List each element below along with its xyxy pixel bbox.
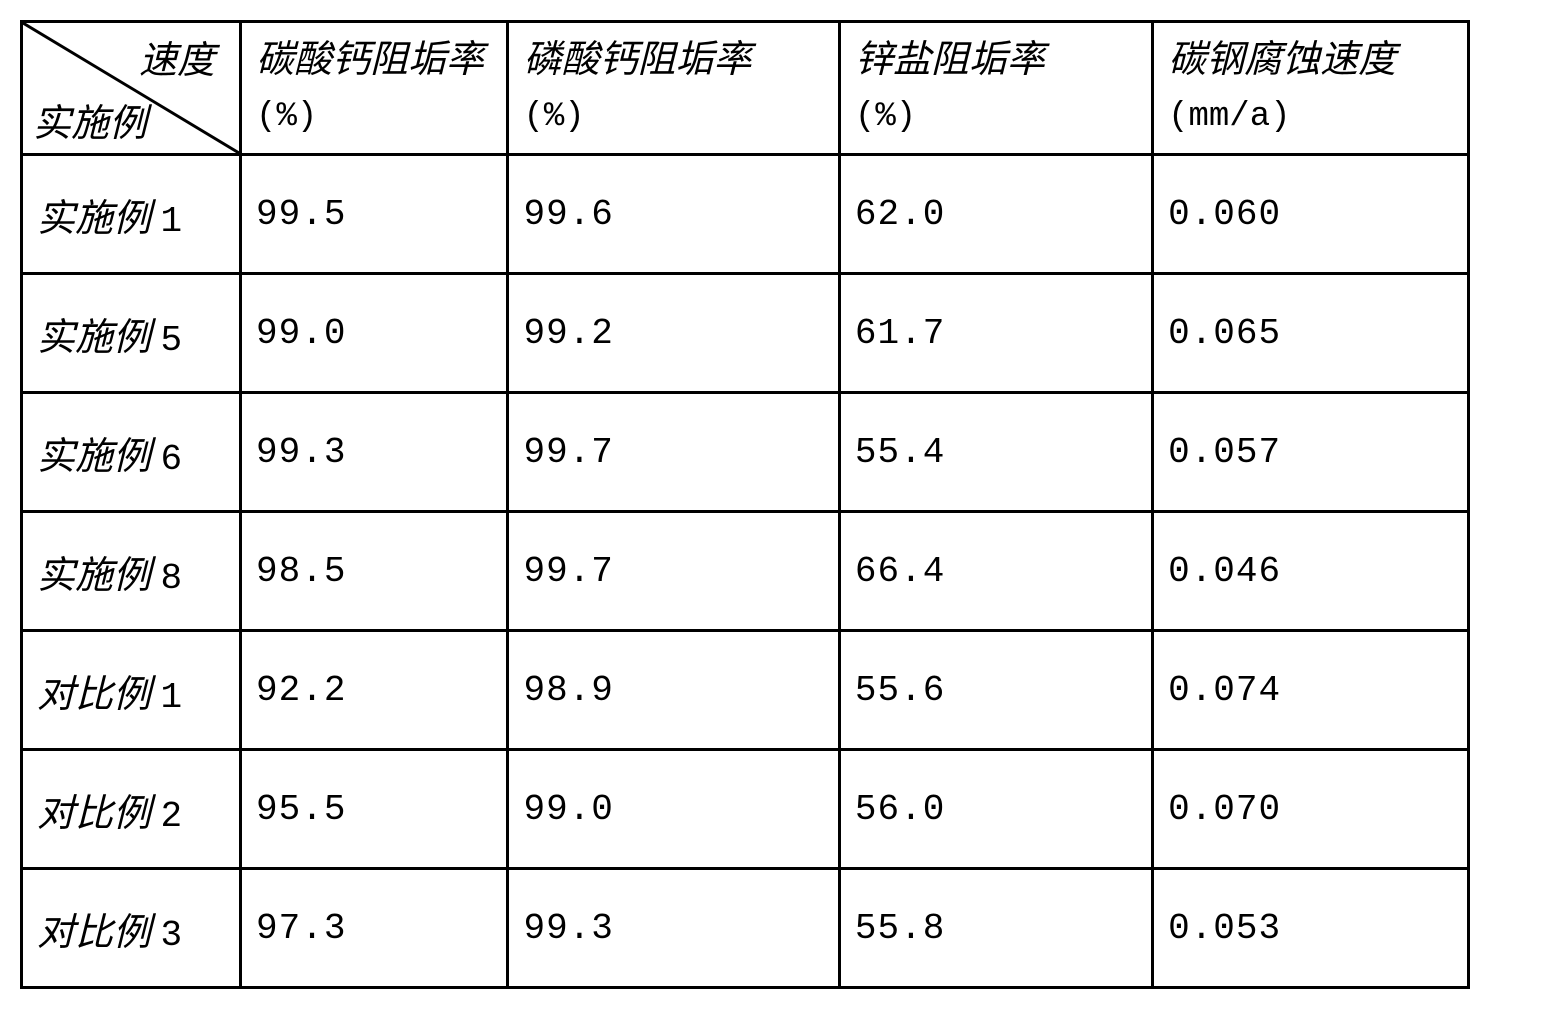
table-row: 实施例 8 98.5 99.7 66.4 0.046 — [22, 512, 1469, 631]
data-cell: 95.5 — [241, 750, 508, 869]
data-cell: 0.057 — [1153, 393, 1469, 512]
row-label-cell: 对比例 2 — [22, 750, 241, 869]
row-label-cn: 实施例 — [37, 198, 151, 240]
column-header: 碳钢腐蚀速度 (mm/a) — [1153, 22, 1469, 155]
row-label-cn: 对比例 — [37, 793, 151, 835]
data-cell: 92.2 — [241, 631, 508, 750]
data-cell: 99.0 — [508, 750, 839, 869]
row-label-cn: 对比例 — [37, 674, 151, 716]
data-cell: 0.060 — [1153, 155, 1469, 274]
row-label-num: 3 — [161, 915, 184, 956]
row-label-cell: 实施例 1 — [22, 155, 241, 274]
row-label-cell: 实施例 5 — [22, 274, 241, 393]
data-cell: 99.2 — [508, 274, 839, 393]
column-header: 碳酸钙阻垢率 (%) — [241, 22, 508, 155]
row-label-cell: 对比例 1 — [22, 631, 241, 750]
column-header-text: 碳酸钙阻垢率 — [256, 39, 484, 81]
table-row: 实施例 6 99.3 99.7 55.4 0.057 — [22, 393, 1469, 512]
data-cell: 0.046 — [1153, 512, 1469, 631]
row-label-num: 8 — [161, 558, 184, 599]
data-cell: 99.7 — [508, 512, 839, 631]
data-cell: 55.4 — [839, 393, 1152, 512]
data-cell: 0.074 — [1153, 631, 1469, 750]
header-top-label: 速度 — [139, 29, 215, 84]
row-label-num: 5 — [161, 320, 184, 361]
data-cell: 99.3 — [241, 393, 508, 512]
table-row: 对比例 3 97.3 99.3 55.8 0.053 — [22, 869, 1469, 988]
data-cell: 55.6 — [839, 631, 1152, 750]
data-cell: 0.070 — [1153, 750, 1469, 869]
row-label-cell: 对比例 3 — [22, 869, 241, 988]
table-row: 实施例 1 99.5 99.6 62.0 0.060 — [22, 155, 1469, 274]
data-cell: 99.3 — [508, 869, 839, 988]
data-cell: 0.053 — [1153, 869, 1469, 988]
data-table: 速度 实施例 碳酸钙阻垢率 (%) 磷酸钙阻垢率 (%) 锌盐阻垢率 (%) 碳… — [20, 20, 1470, 989]
header-row: 速度 实施例 碳酸钙阻垢率 (%) 磷酸钙阻垢率 (%) 锌盐阻垢率 (%) 碳… — [22, 22, 1469, 155]
column-header-text: 碳钢腐蚀速度 — [1168, 39, 1396, 81]
column-header: 磷酸钙阻垢率 (%) — [508, 22, 839, 155]
data-cell: 62.0 — [839, 155, 1152, 274]
data-cell: 99.7 — [508, 393, 839, 512]
column-header-unit: (%) — [256, 98, 317, 136]
data-cell: 99.0 — [241, 274, 508, 393]
data-cell: 99.5 — [241, 155, 508, 274]
row-label-cn: 实施例 — [37, 555, 151, 597]
row-label-num: 2 — [161, 796, 184, 837]
header-bottom-label: 实施例 — [33, 92, 147, 147]
row-label-cell: 实施例 8 — [22, 512, 241, 631]
column-header: 锌盐阻垢率 (%) — [839, 22, 1152, 155]
row-label-cn: 对比例 — [37, 912, 151, 954]
column-header-text: 锌盐阻垢率 — [855, 39, 1045, 81]
table-row: 对比例 1 92.2 98.9 55.6 0.074 — [22, 631, 1469, 750]
column-header-unit: (%) — [523, 98, 584, 136]
data-cell: 0.065 — [1153, 274, 1469, 393]
column-header-unit: (%) — [855, 98, 916, 136]
row-label-num: 1 — [161, 201, 184, 242]
data-cell: 56.0 — [839, 750, 1152, 869]
row-label-cn: 实施例 — [37, 317, 151, 359]
table-row: 对比例 2 95.5 99.0 56.0 0.070 — [22, 750, 1469, 869]
column-header-unit: (mm/a) — [1168, 98, 1290, 136]
table-row: 实施例 5 99.0 99.2 61.7 0.065 — [22, 274, 1469, 393]
data-cell: 99.6 — [508, 155, 839, 274]
data-cell: 61.7 — [839, 274, 1152, 393]
diagonal-header-cell: 速度 实施例 — [22, 22, 241, 155]
row-label-num: 6 — [161, 439, 184, 480]
row-label-cn: 实施例 — [37, 436, 151, 478]
data-cell: 66.4 — [839, 512, 1152, 631]
row-label-cell: 实施例 6 — [22, 393, 241, 512]
column-header-text: 磷酸钙阻垢率 — [523, 39, 751, 81]
data-cell: 98.9 — [508, 631, 839, 750]
row-label-num: 1 — [161, 677, 184, 718]
data-cell: 55.8 — [839, 869, 1152, 988]
data-cell: 98.5 — [241, 512, 508, 631]
data-cell: 97.3 — [241, 869, 508, 988]
